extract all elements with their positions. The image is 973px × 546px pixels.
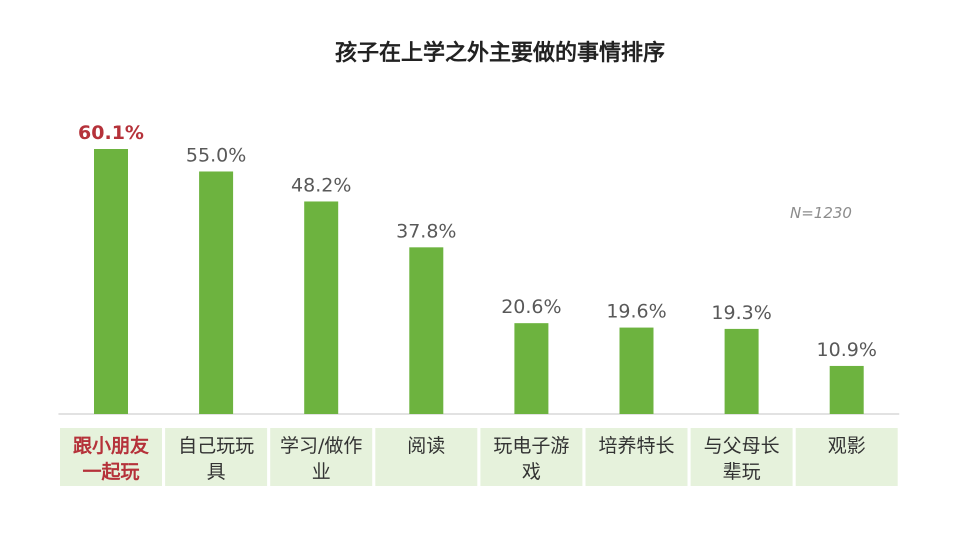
bar [724,328,759,414]
value-label: 10.9% [817,339,877,361]
bar [94,149,128,414]
category-label: 自己玩玩具 [178,435,254,483]
category-label: 与父母长辈玩 [704,435,780,483]
value-label: 19.3% [711,302,771,324]
category-label: 观影 [828,435,866,457]
category-band [60,428,162,486]
category-band [690,428,793,486]
category-label: 玩电子游戏 [493,435,569,483]
category-band [270,428,373,486]
bar [619,327,654,414]
value-label: 48.2% [291,174,351,196]
value-label: 20.6% [501,296,561,318]
value-labels: 60.1% 55.0% 48.2% 37.8% 20.6% 19.6% 19.3% 10.9% [78,122,877,361]
bar [304,201,339,414]
category-label: 跟小朋友一起玩 [73,434,149,483]
category-label: 培养特长 [598,435,674,457]
category-band [375,428,478,486]
value-label: 60.1% [78,122,144,144]
chart-title: 孩子在上学之外主要做的事情排序 [335,40,665,66]
category-band [795,428,898,486]
bar [409,247,444,414]
sample-size-note: N=1230 [790,204,852,222]
value-label: 37.8% [396,220,456,242]
bar [199,171,234,414]
category-band [480,428,583,486]
category-bands [60,428,898,486]
category-band [585,428,688,486]
value-label: 55.0% [186,144,246,166]
bars [94,149,864,414]
bar [829,365,864,414]
bar [514,323,549,414]
value-label: 19.6% [606,301,666,323]
category-label: 学习/做作业 [280,435,362,483]
category-label: 阅读 [407,435,445,457]
category-band [165,428,268,486]
